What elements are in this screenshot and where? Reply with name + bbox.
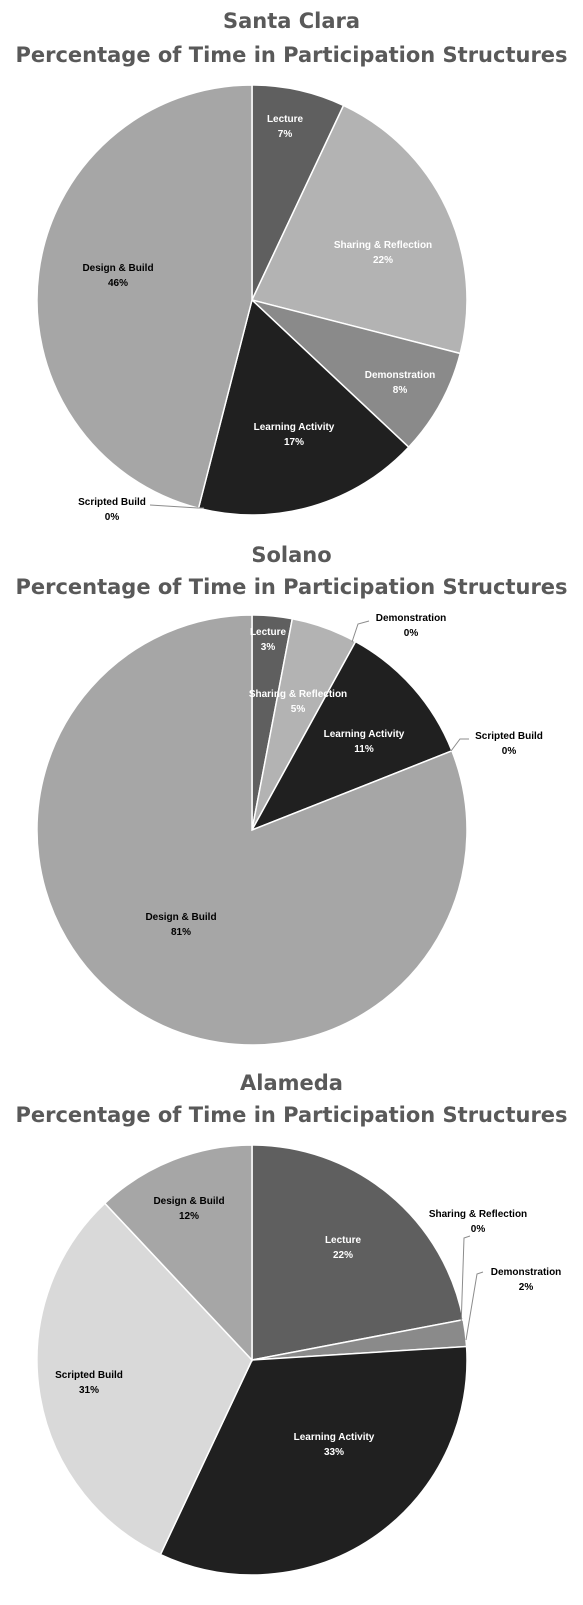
data-label-lecture: 3% [261, 642, 276, 653]
pie-slice-learning-activity [159, 1345, 468, 1576]
chart-subtitle: Percentage of Time in Participation Stru… [15, 43, 568, 67]
data-label-lecture: 7% [278, 129, 293, 140]
slice-label-learning-activity: Learning Activity [294, 1432, 375, 1443]
data-label-sharing-and-reflection: 0% [471, 1224, 486, 1235]
slice-label-learning-activity: Learning Activity [324, 729, 405, 740]
data-label-design-and-build: 12% [179, 1211, 199, 1222]
pie-chart-santa-clara: Lecture 7% Sharing & Reflection 22% Demonstr… [36, 84, 468, 523]
data-label-demonstration: 0% [404, 628, 419, 639]
pie-slice-learning-activity [197, 298, 410, 516]
slice-label-design-and-build: Design & Build [145, 912, 216, 923]
pie-slice-learning-activity [250, 640, 453, 832]
data-label-learning-activity: 17% [284, 437, 304, 448]
slice-label-sharing-and-reflection: Sharing & Reflection [429, 1209, 527, 1220]
slice-label-scripted-build: Scripted Build [55, 1370, 123, 1381]
leader-line [450, 738, 469, 752]
data-label-design-and-build: 81% [171, 927, 191, 938]
slice-label-sharing-and-reflection: Sharing & Reflection [249, 689, 347, 700]
pie-slice-demonstration [251, 299, 462, 449]
data-label-learning-activity: 33% [324, 1447, 344, 1458]
slice-label-demonstration: Demonstration [365, 370, 436, 381]
chart-subtitle: Percentage of Time in Participation Stru… [15, 575, 568, 599]
data-label-demonstration: 8% [393, 385, 408, 396]
pie-slice-design-and-build [36, 84, 253, 510]
slice-label-lecture: Lecture [250, 627, 287, 638]
slice-label-scripted-build: Scripted Build [475, 731, 543, 742]
slice-label-learning-activity: Learning Activity [254, 422, 335, 433]
chart-alameda: Alameda Percentage of Time in Participat… [0, 1060, 583, 1605]
data-label-design-and-build: 46% [108, 278, 128, 289]
pie-slice-lecture [251, 1144, 465, 1361]
data-label-sharing-and-reflection: 5% [291, 704, 306, 715]
data-label-scripted-build: 0% [502, 746, 517, 757]
chart-solano: Solano Percentage of Time in Participati… [0, 530, 583, 1060]
pie-slice-design-and-build [36, 614, 468, 1046]
chart-title: Alameda [240, 1071, 343, 1095]
data-label-scripted-build: 31% [79, 1385, 99, 1396]
leader-line [465, 1271, 484, 1341]
data-label-lecture: 22% [333, 1250, 353, 1261]
chart-santa-clara: Santa Clara Percentage of Time in Partic… [0, 0, 583, 530]
pie-slice-scripted-build [36, 1202, 253, 1556]
slice-label-sharing-and-reflection: Sharing & Reflection [334, 240, 432, 251]
slice-label-lecture: Lecture [267, 114, 304, 125]
leader-line [149, 504, 204, 509]
data-label-sharing-and-reflection: 22% [373, 255, 393, 266]
slice-label-lecture: Lecture [325, 1235, 362, 1246]
slice-label-demonstration: Demonstration [376, 613, 447, 624]
leader-line [460, 1235, 471, 1329]
data-label-demonstration: 2% [519, 1282, 534, 1293]
data-label-scripted-build: 0% [105, 512, 120, 523]
slice-label-demonstration: Demonstration [491, 1267, 562, 1278]
chart-subtitle: Percentage of Time in Participation Stru… [15, 1103, 568, 1127]
slice-label-design-and-build: Design & Build [153, 1196, 224, 1207]
pie-chart-alameda: Lecture 22% Sharing & Reflection 0% Demonstr… [36, 1144, 562, 1576]
slice-label-scripted-build: Scripted Build [78, 497, 146, 508]
pie-slice-design-and-build [103, 1144, 253, 1362]
data-label-learning-activity: 11% [354, 744, 374, 755]
slice-label-design-and-build: Design & Build [82, 263, 153, 274]
chart-title: Santa Clara [222, 9, 361, 33]
chart-title: Solano [251, 543, 332, 567]
pie-chart-solano: Lecture 3% Sharing & Reflection 5% Demonstra… [36, 613, 543, 1046]
leader-line [351, 620, 370, 643]
pie-slice-sharing-and-reflection [250, 104, 468, 355]
